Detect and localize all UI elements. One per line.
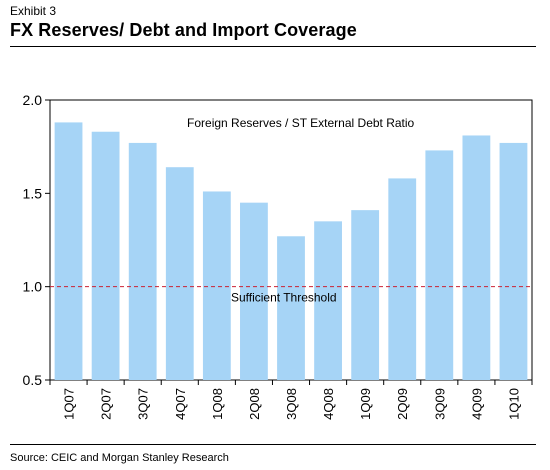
exhibit-label: Exhibit 3 [10,4,57,18]
x-tick-label: 2Q08 [247,388,262,420]
bar-2Q07 [91,131,120,380]
source-note: Source: CEIC and Morgan Stanley Research [10,452,229,464]
chart-heading: FX Reserves/ Debt and Import Coverage [10,20,357,40]
bar-1Q08 [202,191,231,380]
bar-4Q08 [314,221,342,380]
x-tick-label: 3Q07 [136,388,151,420]
x-tick-label: 4Q08 [321,388,336,420]
y-tick-label: 1.5 [23,185,43,201]
x-tick-label: 3Q09 [432,388,447,420]
bar-3Q09 [425,150,454,380]
bar-chart: Sufficient Threshold Foreign Reserves / … [23,92,533,420]
y-tick-label: 1.0 [23,279,43,295]
bars-group [54,122,528,381]
x-tick-label: 1Q08 [210,388,225,420]
x-tick-label: 1Q09 [358,388,373,420]
x-tick-label: 4Q09 [469,388,484,420]
x-tick-label: 2Q09 [395,388,410,420]
bar-4Q07 [165,167,194,380]
bar-3Q08 [277,236,305,380]
bar-2Q08 [240,202,268,380]
x-axis: 1Q07 2Q07 3Q07 4Q07 1Q08 2Q08 3Q08 4Q08 1Q09 2Q09… [49,380,533,420]
y-tick-label: 0.5 [23,372,43,388]
bar-1Q09 [351,210,380,380]
x-tick-label: 3Q08 [284,388,299,420]
x-tick-label: 2Q07 [99,388,114,420]
x-tick-label: 1Q10 [506,388,521,420]
bar-4Q09 [462,135,491,380]
threshold-label: Sufficient Threshold [231,291,337,305]
bar-2Q09 [388,178,417,380]
series-legend-label: Foreign Reserves / ST External Debt Rati… [187,116,415,130]
bar-3Q07 [128,142,157,380]
y-axis: 0.5 1.0 1.5 2.0 [23,92,50,388]
bar-1Q07 [54,122,83,381]
x-tick-label: 4Q07 [173,388,188,420]
y-tick-label: 2.0 [23,92,43,108]
header-divider [10,46,536,47]
x-tick-label: 1Q07 [62,388,77,420]
bar-1Q10 [499,142,528,380]
footer-divider [10,444,536,445]
